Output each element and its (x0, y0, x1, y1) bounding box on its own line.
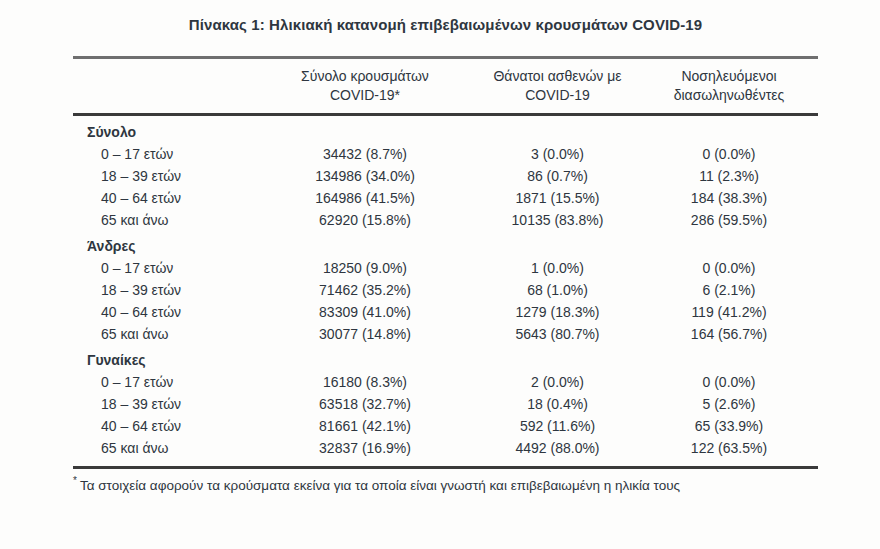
cases-cell: 81661 (42.1%) (255, 418, 475, 434)
cases-cell: 62920 (15.8%) (255, 212, 475, 228)
deaths-cell: 10135 (83.8%) (475, 212, 640, 228)
footnote-marker: * (73, 475, 77, 486)
section-header-row: Άνδρες (73, 231, 818, 257)
age-group-label: 18 – 39 ετών (73, 282, 255, 298)
cases-cell: 30077 (14.8%) (255, 326, 475, 342)
header-empty (73, 67, 255, 105)
intubated-cell: 286 (59.5%) (640, 212, 818, 228)
age-group-label: 40 – 64 ετών (73, 190, 255, 206)
cases-cell: 34432 (8.7%) (255, 146, 475, 162)
age-group-label: 65 και άνω (73, 212, 255, 228)
deaths-cell: 592 (11.6%) (475, 418, 640, 434)
page-title: Πίνακας 1: Ηλικιακή κατανομή επιβεβαιωμέ… (73, 16, 818, 33)
table-row: 65 και άνω32837 (16.9%)4492 (88.0%)122 (… (73, 437, 818, 459)
footnote: *Τα στοιχεία αφορούν τα κρούσματα εκείνα… (73, 475, 833, 493)
page: Πίνακας 1: Ηλικιακή κατανομή επιβεβαιωμέ… (0, 0, 880, 549)
table-row: 0 – 17 ετών18250 (9.0%)1 (0.0%)0 (0.0%) (73, 257, 818, 279)
deaths-cell: 86 (0.7%) (475, 168, 640, 184)
table-row: 18 – 39 ετών134986 (34.0%)86 (0.7%)11 (2… (73, 165, 818, 187)
age-group-label: 0 – 17 ετών (73, 260, 255, 276)
header-deaths-line1: Θάνατοι ασθενών με (475, 67, 640, 86)
intubated-cell: 5 (2.6%) (640, 396, 818, 412)
section-header-row: Γυναίκες (73, 345, 818, 371)
intubated-cell: 164 (56.7%) (640, 326, 818, 342)
table-row: 65 και άνω30077 (14.8%)5643 (80.7%)164 (… (73, 323, 818, 345)
intubated-cell: 65 (33.9%) (640, 418, 818, 434)
cases-cell: 16180 (8.3%) (255, 374, 475, 390)
table-row: 0 – 17 ετών34432 (8.7%)3 (0.0%)0 (0.0%) (73, 143, 818, 165)
cases-cell: 134986 (34.0%) (255, 168, 475, 184)
cases-cell: 83309 (41.0%) (255, 304, 475, 320)
deaths-cell: 4492 (88.0%) (475, 440, 640, 456)
deaths-cell: 1 (0.0%) (475, 260, 640, 276)
age-group-label: 18 – 39 ετών (73, 396, 255, 412)
age-group-label: 65 και άνω (73, 440, 255, 456)
table-row: 65 και άνω62920 (15.8%)10135 (83.8%)286 … (73, 209, 818, 231)
deaths-cell: 1871 (15.5%) (475, 190, 640, 206)
cases-cell: 63518 (32.7%) (255, 396, 475, 412)
table-body: Σύνολο0 – 17 ετών34432 (8.7%)3 (0.0%)0 (… (73, 116, 818, 469)
section-header-row: Σύνολο (73, 117, 818, 143)
data-table: Σύνολο κρουσμάτων COVID-19* Θάνατοι ασθε… (73, 56, 818, 469)
age-group-label: 0 – 17 ετών (73, 146, 255, 162)
cases-cell: 18250 (9.0%) (255, 260, 475, 276)
header-intubated-line1: Νοσηλευόμενοι (640, 67, 818, 86)
table-row: 40 – 64 ετών81661 (42.1%)592 (11.6%)65 (… (73, 415, 818, 437)
age-group-label: 40 – 64 ετών (73, 304, 255, 320)
intubated-cell: 184 (38.3%) (640, 190, 818, 206)
table-header: Σύνολο κρουσμάτων COVID-19* Θάνατοι ασθε… (73, 56, 818, 116)
intubated-cell: 0 (0.0%) (640, 374, 818, 390)
intubated-cell: 11 (2.3%) (640, 168, 818, 184)
table-row: 40 – 64 ετών83309 (41.0%)1279 (18.3%)119… (73, 301, 818, 323)
intubated-cell: 6 (2.1%) (640, 282, 818, 298)
footnote-text: Τα στοιχεία αφορούν τα κρούσματα εκείνα … (80, 478, 680, 493)
deaths-cell: 18 (0.4%) (475, 396, 640, 412)
intubated-cell: 0 (0.0%) (640, 260, 818, 276)
intubated-cell: 119 (41.2%) (640, 304, 818, 320)
header-intubated: Νοσηλευόμενοι διασωληνωθέντες (640, 67, 818, 105)
header-deaths-line2: COVID-19 (475, 86, 640, 105)
intubated-cell: 0 (0.0%) (640, 146, 818, 162)
deaths-cell: 68 (1.0%) (475, 282, 640, 298)
deaths-cell: 5643 (80.7%) (475, 326, 640, 342)
age-group-label: 40 – 64 ετών (73, 418, 255, 434)
table-row: 18 – 39 ετών71462 (35.2%)68 (1.0%)6 (2.1… (73, 279, 818, 301)
deaths-cell: 3 (0.0%) (475, 146, 640, 162)
cases-cell: 71462 (35.2%) (255, 282, 475, 298)
table-row: 18 – 39 ετών63518 (32.7%)18 (0.4%)5 (2.6… (73, 393, 818, 415)
deaths-cell: 2 (0.0%) (475, 374, 640, 390)
age-group-label: 65 και άνω (73, 326, 255, 342)
table-row: 40 – 64 ετών164986 (41.5%)1871 (15.5%)18… (73, 187, 818, 209)
header-deaths: Θάνατοι ασθενών με COVID-19 (475, 67, 640, 105)
header-cases-line1: Σύνολο κρουσμάτων (255, 67, 475, 86)
deaths-cell: 1279 (18.3%) (475, 304, 640, 320)
header-cases-line2: COVID-19* (255, 86, 475, 105)
intubated-cell: 122 (63.5%) (640, 440, 818, 456)
cases-cell: 164986 (41.5%) (255, 190, 475, 206)
cases-cell: 32837 (16.9%) (255, 440, 475, 456)
age-group-label: 0 – 17 ετών (73, 374, 255, 390)
header-intubated-line2: διασωληνωθέντες (640, 86, 818, 105)
age-group-label: 18 – 39 ετών (73, 168, 255, 184)
header-cases: Σύνολο κρουσμάτων COVID-19* (255, 67, 475, 105)
table-row: 0 – 17 ετών16180 (8.3%)2 (0.0%)0 (0.0%) (73, 371, 818, 393)
